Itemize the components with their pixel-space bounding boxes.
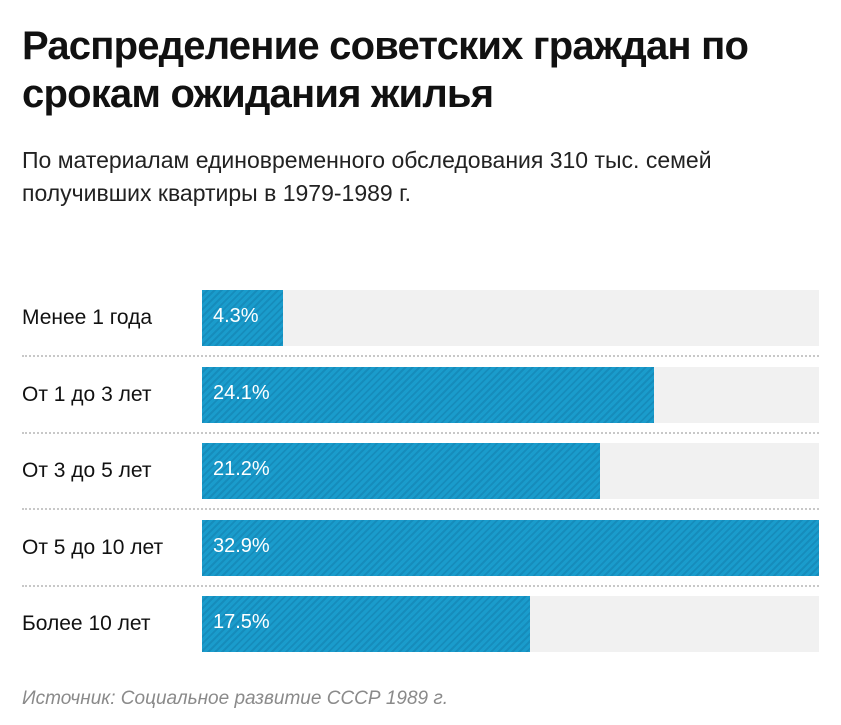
bar: 32.9% <box>202 520 819 576</box>
bar-row: Менее 1 года 4.3% <box>22 290 819 346</box>
bar-value-label: 32.9% <box>213 520 270 576</box>
category-label: Более 10 лет <box>22 596 151 652</box>
bar-value-label: 21.2% <box>213 443 270 499</box>
bar-track: 21.2% <box>202 443 819 499</box>
row-divider <box>22 355 819 357</box>
category-label: От 3 до 5 лет <box>22 443 151 499</box>
bar-track: 17.5% <box>202 596 819 652</box>
bar-row: От 1 до 3 лет 24.1% <box>22 367 819 423</box>
bar-value-label: 17.5% <box>213 596 270 652</box>
row-divider <box>22 432 819 434</box>
bar: 21.2% <box>202 443 600 499</box>
category-label: От 5 до 10 лет <box>22 520 163 576</box>
bar-track: 32.9% <box>202 520 819 576</box>
category-label: Менее 1 года <box>22 290 152 346</box>
category-label: От 1 до 3 лет <box>22 367 151 423</box>
bar: 24.1% <box>202 367 654 423</box>
row-divider <box>22 585 819 587</box>
bar-value-label: 24.1% <box>213 367 270 423</box>
bar-row: От 3 до 5 лет 21.2% <box>22 443 819 499</box>
bar-track: 24.1% <box>202 367 819 423</box>
row-divider <box>22 508 819 510</box>
source-note: Источник: Социальное развитие СССР 1989 … <box>22 688 448 710</box>
bar-track: 4.3% <box>202 290 819 346</box>
bar-value-label: 4.3% <box>213 290 259 346</box>
bar: 4.3% <box>202 290 283 346</box>
bar-row: Более 10 лет 17.5% <box>22 596 819 652</box>
bar: 17.5% <box>202 596 530 652</box>
bar-row: От 5 до 10 лет 32.9% <box>22 520 819 576</box>
